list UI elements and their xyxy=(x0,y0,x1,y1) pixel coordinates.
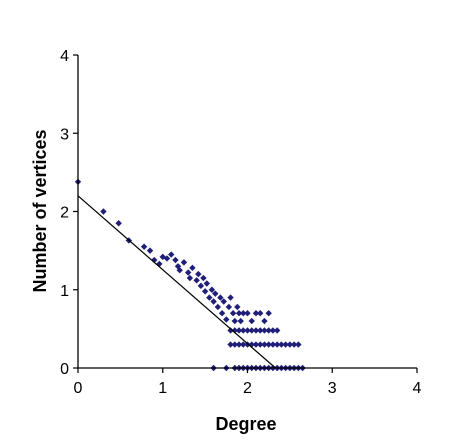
trendline xyxy=(77,195,276,369)
data-point xyxy=(227,327,234,334)
data-point xyxy=(278,341,285,348)
data-point xyxy=(218,310,226,317)
data-point xyxy=(223,316,230,323)
x-tick-label: 2 xyxy=(243,380,252,397)
data-point xyxy=(295,341,302,348)
data-point xyxy=(201,288,209,295)
data-point xyxy=(252,341,260,348)
data-point xyxy=(210,298,217,305)
data-point xyxy=(252,327,260,334)
data-point xyxy=(257,341,264,348)
data-point xyxy=(235,327,243,334)
y-tick-label: 1 xyxy=(60,283,69,300)
data-point xyxy=(265,327,272,334)
data-point xyxy=(115,220,122,227)
y-tick-label: 3 xyxy=(60,126,69,143)
data-points xyxy=(74,178,306,372)
data-point xyxy=(172,256,179,264)
data-point xyxy=(231,327,238,334)
data-point xyxy=(176,266,183,274)
data-point xyxy=(273,327,281,334)
data-point xyxy=(237,317,244,325)
data-point xyxy=(282,341,289,348)
data-point xyxy=(261,341,268,348)
data-point xyxy=(217,294,224,301)
data-point xyxy=(248,317,255,325)
data-point xyxy=(240,327,247,334)
x-axis-ticks: 0 1 2 3 4 xyxy=(74,368,422,397)
data-point xyxy=(265,310,272,317)
data-point xyxy=(203,280,211,287)
data-point xyxy=(208,286,216,293)
data-point xyxy=(261,317,268,325)
data-point xyxy=(206,294,213,301)
data-point xyxy=(269,327,277,334)
y-tick-label: 0 xyxy=(60,361,69,378)
data-point xyxy=(163,255,171,262)
data-point xyxy=(240,310,247,317)
data-point xyxy=(248,327,255,334)
data-point xyxy=(273,341,281,348)
data-point xyxy=(184,269,192,276)
x-tick-label: 0 xyxy=(74,380,83,397)
x-tick-label: 3 xyxy=(328,380,337,397)
data-point xyxy=(244,327,251,334)
data-point xyxy=(227,294,234,301)
data-point xyxy=(257,327,264,334)
data-point xyxy=(227,341,234,348)
data-point xyxy=(220,298,227,305)
data-point xyxy=(100,208,107,215)
data-point xyxy=(265,341,272,348)
data-point xyxy=(197,282,205,290)
x-tick-label: 1 xyxy=(158,380,167,397)
data-point xyxy=(193,277,200,284)
data-point xyxy=(252,310,260,317)
data-point xyxy=(235,341,243,348)
y-axis-ticks: 0 1 2 3 4 xyxy=(60,48,78,378)
x-axis-title: Degree xyxy=(215,414,276,434)
y-axis-title: Number of vertices xyxy=(30,129,50,292)
y-tick-label: 2 xyxy=(60,205,69,222)
data-point xyxy=(146,247,154,254)
data-point xyxy=(140,243,148,250)
data-point xyxy=(231,341,238,348)
data-point xyxy=(244,310,251,317)
data-point xyxy=(200,274,207,282)
data-point xyxy=(214,303,222,311)
data-point xyxy=(195,270,202,278)
data-point xyxy=(168,251,175,258)
data-point xyxy=(231,317,238,325)
y-tick-label: 4 xyxy=(60,48,69,65)
data-point xyxy=(186,274,194,282)
data-point xyxy=(261,327,268,334)
data-point xyxy=(269,341,277,348)
data-point xyxy=(229,310,237,317)
data-point xyxy=(225,303,233,311)
data-point xyxy=(189,264,196,272)
data-point xyxy=(235,310,243,317)
data-point xyxy=(290,341,298,348)
data-point xyxy=(234,303,241,311)
data-point xyxy=(180,259,188,266)
data-point xyxy=(212,290,219,297)
x-tick-label: 4 xyxy=(413,380,422,397)
data-point xyxy=(240,341,247,348)
data-point xyxy=(286,341,294,348)
data-point xyxy=(257,310,264,317)
